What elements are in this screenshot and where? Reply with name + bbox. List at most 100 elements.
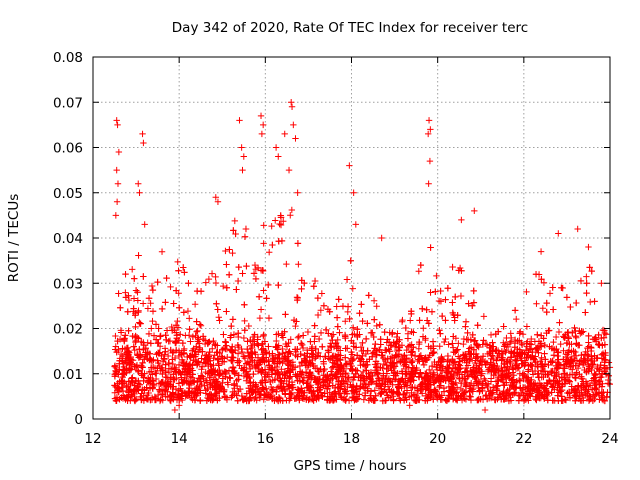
data-point xyxy=(600,334,608,342)
data-point xyxy=(403,346,410,354)
data-point xyxy=(359,368,367,376)
data-point xyxy=(495,350,503,357)
data-point xyxy=(513,315,520,323)
data-point xyxy=(227,374,234,382)
data-point xyxy=(567,303,574,311)
data-point xyxy=(155,325,162,332)
data-point xyxy=(123,382,130,390)
data-point xyxy=(364,347,371,354)
data-point xyxy=(293,318,300,325)
data-point xyxy=(348,362,355,370)
data-point xyxy=(322,353,329,361)
data-point xyxy=(402,370,409,377)
data-point xyxy=(298,358,306,366)
data-point xyxy=(121,345,129,353)
data-point xyxy=(449,299,456,306)
data-point xyxy=(407,378,415,385)
data-point xyxy=(280,218,287,225)
data-point xyxy=(252,383,259,390)
data-point xyxy=(198,355,205,362)
data-point xyxy=(175,361,183,369)
data-point xyxy=(436,382,444,389)
data-point xyxy=(166,337,174,345)
data-point xyxy=(501,364,509,371)
data-point xyxy=(591,395,598,403)
data-point xyxy=(141,387,148,394)
data-point xyxy=(519,370,527,377)
data-point xyxy=(173,374,180,382)
data-point xyxy=(335,389,342,397)
data-point xyxy=(325,330,332,337)
data-point xyxy=(158,305,166,313)
data-point xyxy=(241,233,249,241)
data-point xyxy=(175,380,183,387)
data-point xyxy=(573,340,580,347)
data-point xyxy=(511,356,519,364)
data-point xyxy=(273,337,280,345)
data-point xyxy=(398,318,406,325)
data-point xyxy=(149,384,156,391)
data-point xyxy=(563,294,571,301)
data-point xyxy=(576,360,583,368)
data-point xyxy=(563,340,570,347)
data-point xyxy=(360,396,368,403)
data-point xyxy=(199,348,206,355)
data-point xyxy=(494,353,501,361)
data-point xyxy=(416,338,423,346)
data-point xyxy=(185,332,193,339)
data-point xyxy=(292,322,299,330)
data-point xyxy=(219,379,226,387)
data-point xyxy=(511,349,518,356)
data-point xyxy=(420,325,427,332)
data-point xyxy=(285,357,293,364)
data-point xyxy=(432,288,439,295)
data-point xyxy=(599,326,607,334)
data-point xyxy=(490,355,497,363)
data-point xyxy=(546,290,554,297)
data-point xyxy=(498,376,506,384)
data-point xyxy=(305,372,312,379)
data-point xyxy=(330,363,337,370)
data-point xyxy=(112,343,119,350)
data-point xyxy=(216,317,223,324)
data-point xyxy=(402,394,409,401)
data-point xyxy=(572,334,580,341)
data-point xyxy=(426,366,433,374)
data-point xyxy=(269,241,276,249)
data-point xyxy=(245,322,252,330)
data-point xyxy=(203,397,211,404)
data-point xyxy=(136,351,144,358)
data-point xyxy=(489,384,497,391)
data-point xyxy=(506,385,513,393)
data-point xyxy=(359,339,366,347)
data-point xyxy=(131,390,138,398)
data-point xyxy=(265,281,272,289)
data-point xyxy=(294,240,302,247)
data-point xyxy=(426,352,433,359)
data-point xyxy=(257,368,265,375)
data-point xyxy=(144,305,152,312)
data-point xyxy=(548,383,556,390)
data-point xyxy=(299,344,307,352)
data-point xyxy=(318,392,325,399)
data-point xyxy=(193,318,200,325)
data-point xyxy=(241,327,248,334)
data-point xyxy=(356,391,363,398)
data-point xyxy=(179,358,187,366)
data-point xyxy=(271,376,279,383)
data-point xyxy=(241,364,248,371)
data-point xyxy=(200,375,207,383)
data-point xyxy=(227,356,235,364)
data-point xyxy=(164,388,171,396)
data-point xyxy=(445,341,452,348)
data-point xyxy=(258,369,265,376)
data-point xyxy=(276,358,283,366)
data-point xyxy=(163,274,170,282)
data-point xyxy=(286,348,293,355)
data-point xyxy=(197,288,205,295)
data-point xyxy=(131,363,138,370)
data-point xyxy=(373,303,380,310)
data-point xyxy=(124,308,131,315)
data-point xyxy=(550,306,557,313)
